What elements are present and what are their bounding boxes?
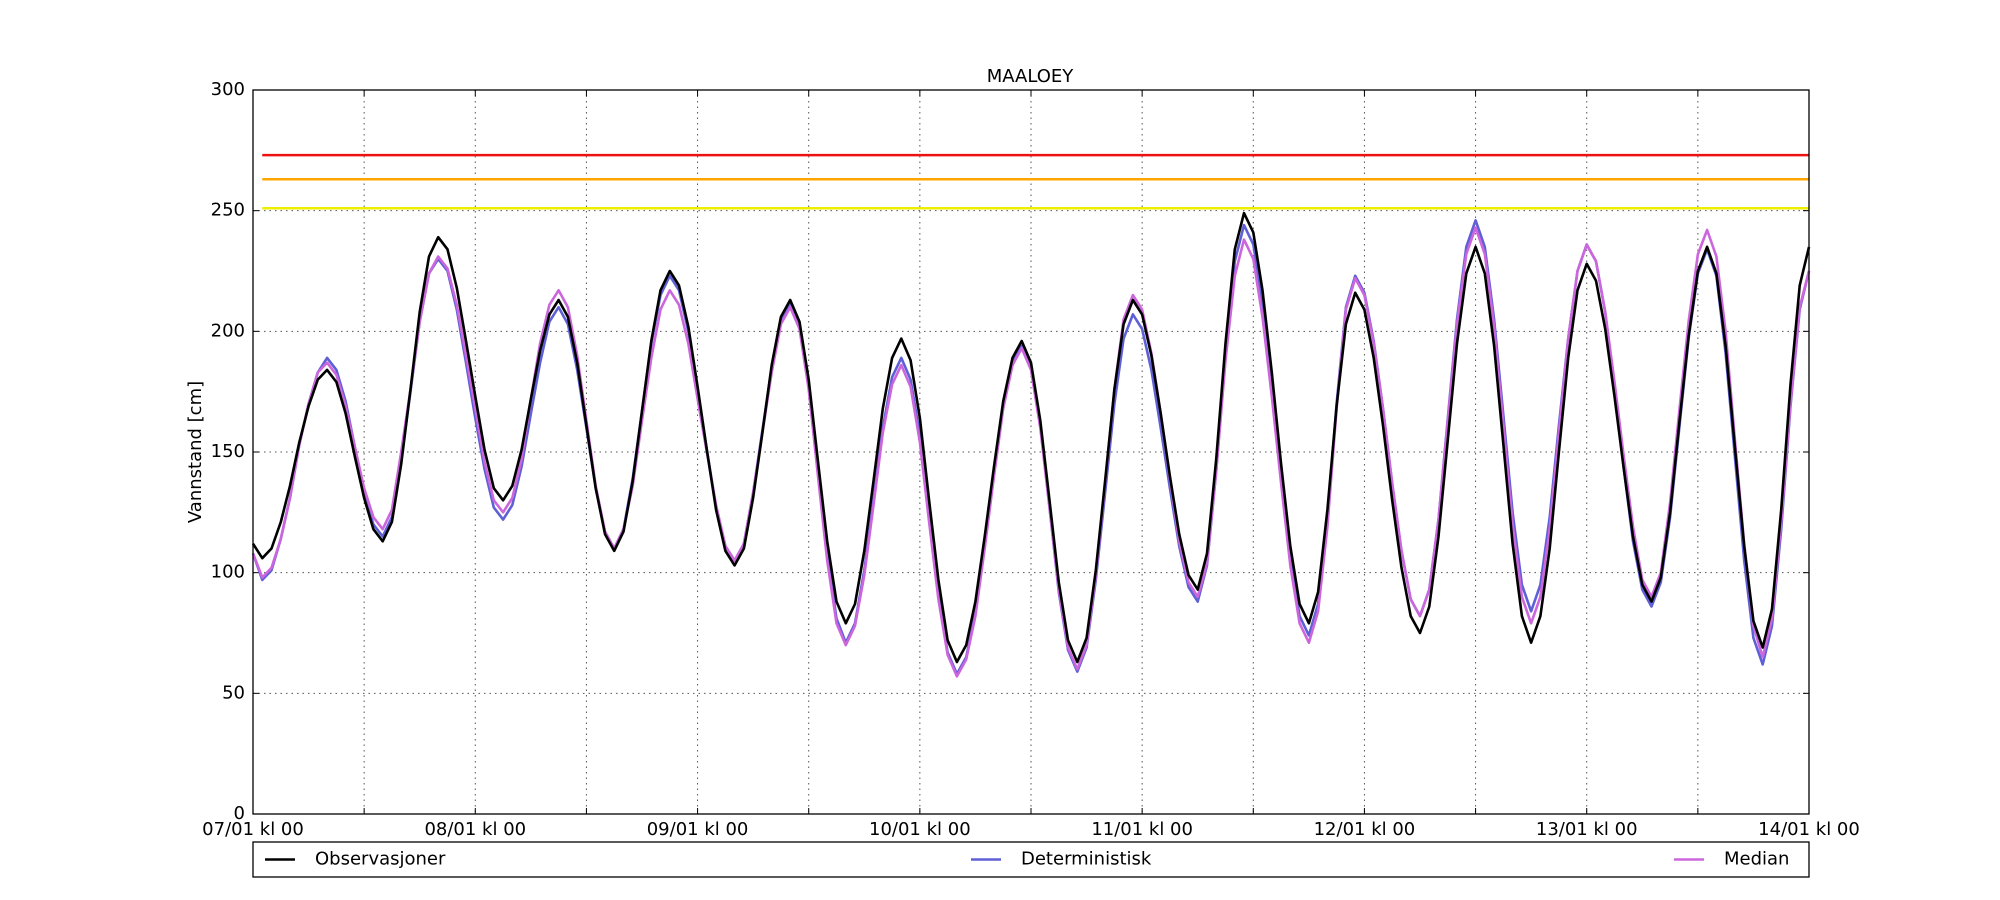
legend-label: Deterministisk [1021, 849, 1152, 870]
y-tick-label: 0 [234, 803, 245, 824]
legend-box [252, 841, 1810, 878]
x-tick-label: 13/01 kl 00 [1536, 819, 1638, 840]
series-line [251, 211, 1811, 664]
legend-label: Median [1724, 849, 1789, 870]
plot-frame [252, 89, 1810, 815]
y-tick-label: 100 [211, 562, 245, 583]
chart-title: MAALOEY [987, 66, 1075, 87]
y-tick-label: 50 [222, 682, 245, 703]
x-tick-label: 12/01 kl 00 [1314, 819, 1416, 840]
y-tick-label: 250 [211, 200, 245, 221]
x-tick-label: 10/01 kl 00 [869, 819, 971, 840]
x-tick-label: 14/01 kl 00 [1758, 819, 1860, 840]
y-tick-label: 300 [211, 79, 245, 100]
x-tick-label: 09/01 kl 00 [647, 819, 749, 840]
x-tick-label: 07/01 kl 00 [202, 819, 304, 840]
y-axis-label: Vannstand [cm] [185, 381, 206, 523]
x-tick-label: 08/01 kl 00 [424, 819, 526, 840]
y-tick-label: 150 [211, 441, 245, 462]
x-tick-label: 11/01 kl 00 [1091, 819, 1193, 840]
y-tick-label: 200 [211, 320, 245, 341]
legend-label: Observasjoner [315, 849, 446, 870]
